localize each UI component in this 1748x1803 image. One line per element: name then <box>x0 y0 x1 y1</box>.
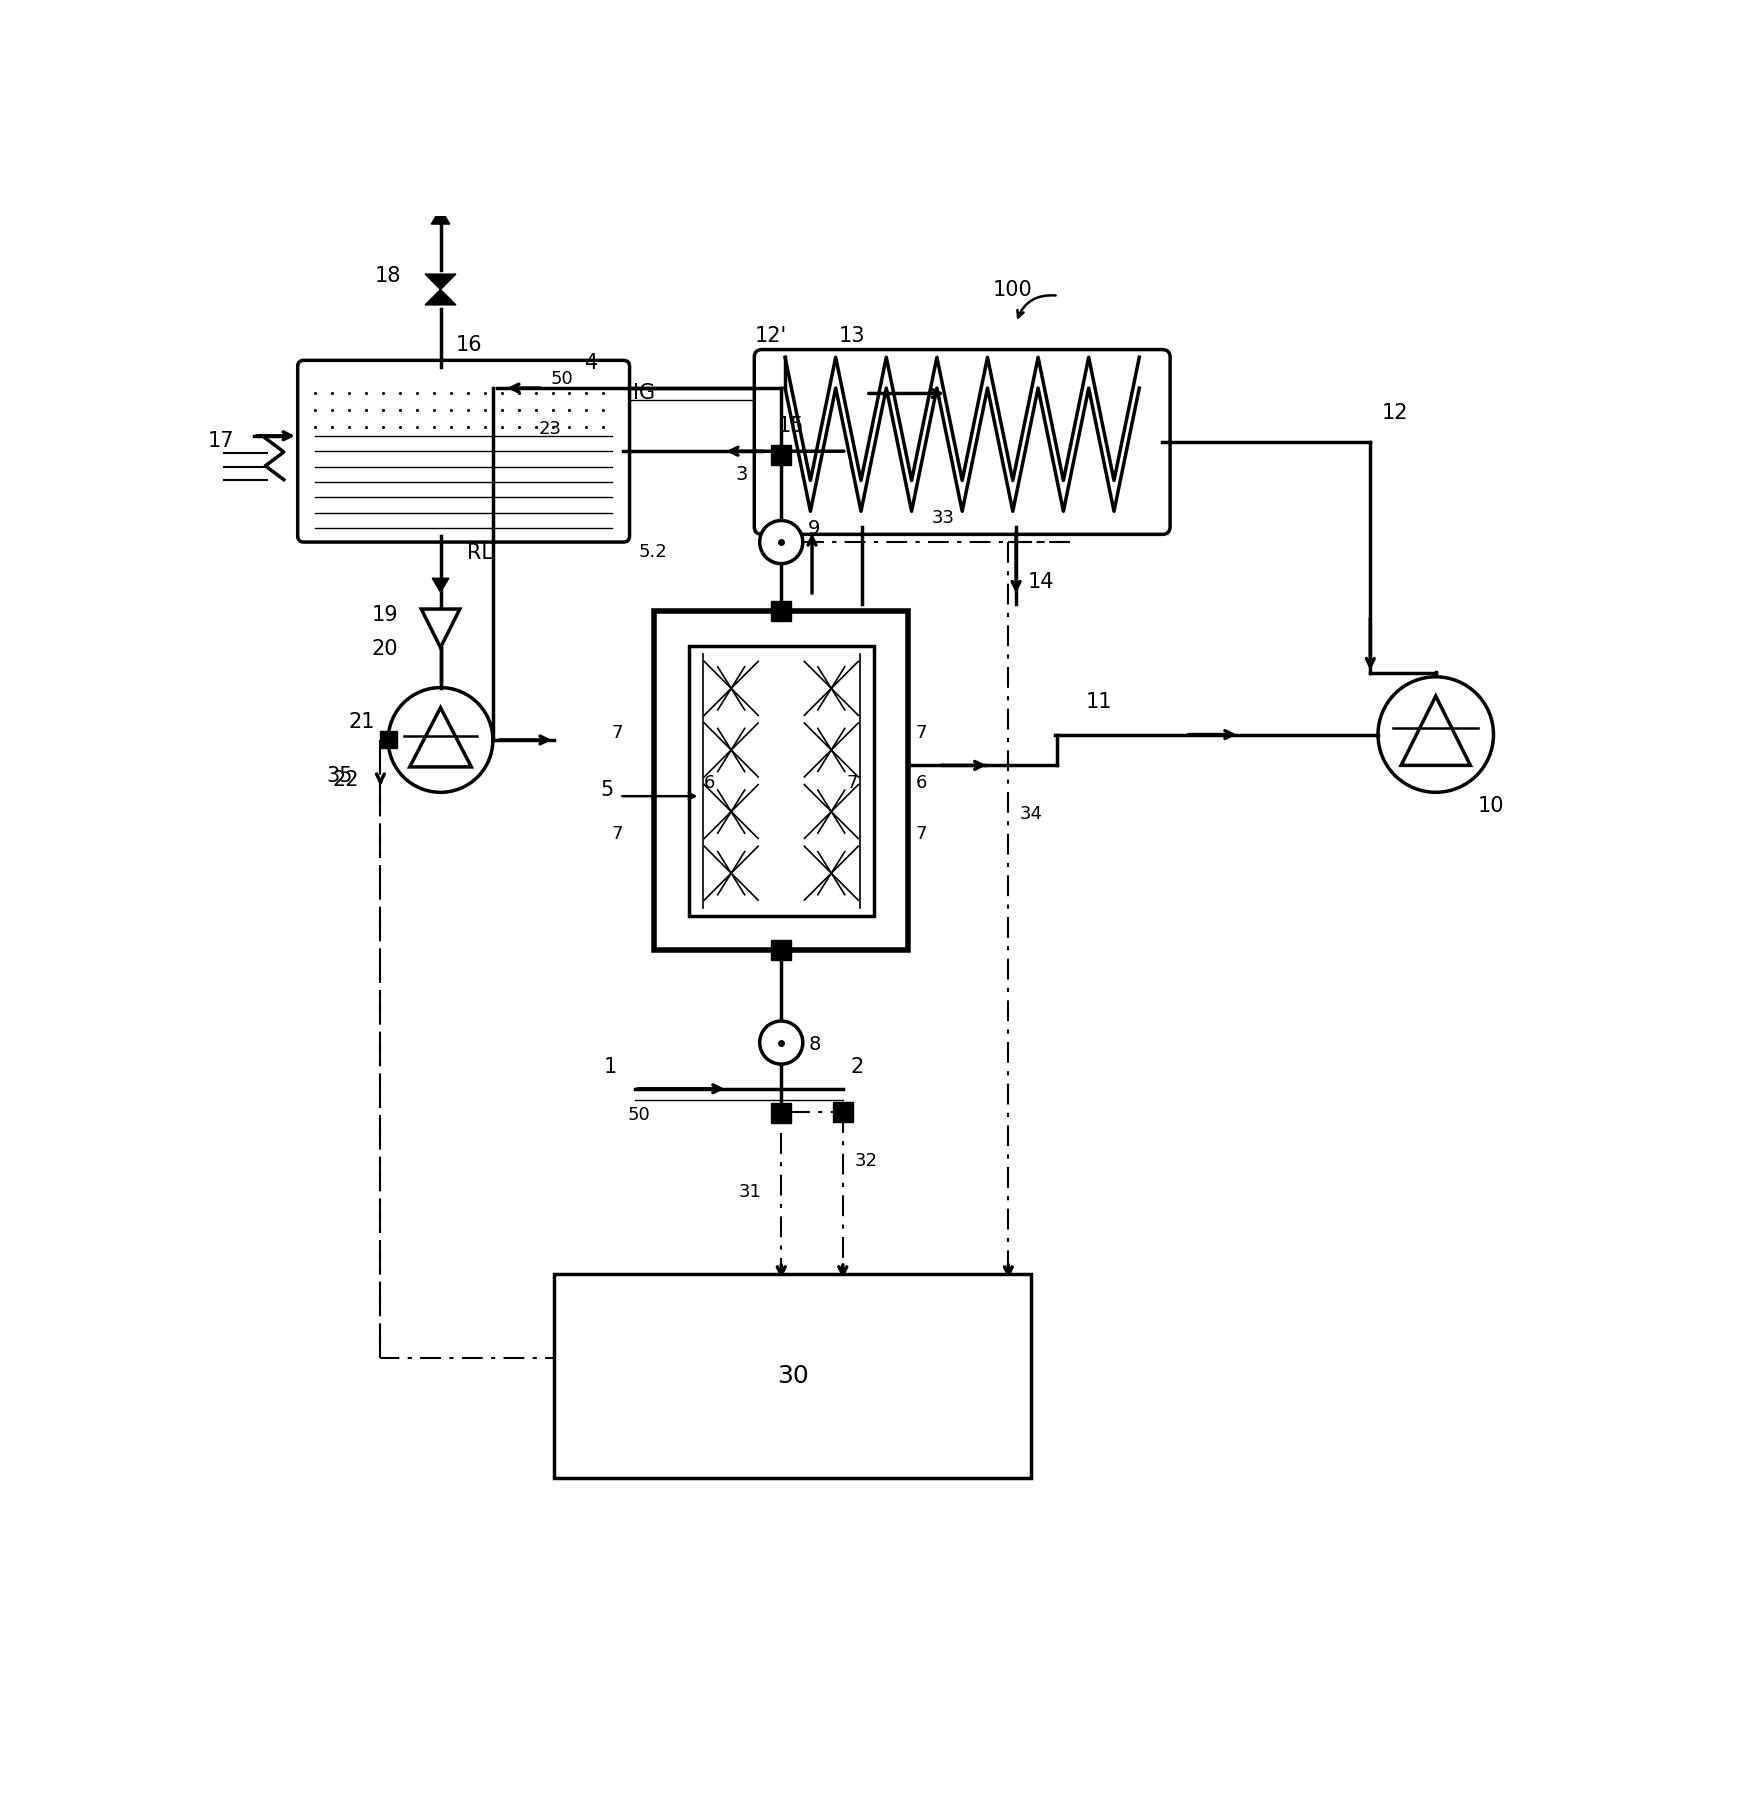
Text: 18: 18 <box>374 265 402 287</box>
Text: 35: 35 <box>327 766 353 786</box>
Text: 20: 20 <box>371 640 397 660</box>
Text: 7: 7 <box>612 725 622 743</box>
Text: 16: 16 <box>456 335 482 355</box>
Text: 12: 12 <box>1381 402 1407 424</box>
Polygon shape <box>425 290 456 305</box>
Circle shape <box>759 1020 802 1064</box>
Text: 3: 3 <box>734 465 746 485</box>
Text: 6: 6 <box>704 775 715 793</box>
Text: 15: 15 <box>776 416 804 436</box>
Bar <box>554 1273 1031 1478</box>
Circle shape <box>759 521 802 564</box>
FancyBboxPatch shape <box>753 350 1169 534</box>
Text: 9: 9 <box>808 519 820 539</box>
Text: RL: RL <box>467 543 493 563</box>
Text: 19: 19 <box>371 604 397 624</box>
Bar <box>654 611 907 950</box>
Text: 32: 32 <box>855 1152 877 1170</box>
Text: 14: 14 <box>1028 572 1054 591</box>
Text: 100: 100 <box>993 279 1031 299</box>
Polygon shape <box>425 274 456 290</box>
Bar <box>689 645 874 916</box>
Text: 5: 5 <box>600 781 614 801</box>
Text: 50: 50 <box>628 1105 650 1123</box>
Polygon shape <box>409 707 470 766</box>
Text: 33: 33 <box>932 508 954 526</box>
Text: 12': 12' <box>753 326 787 346</box>
Text: 8: 8 <box>808 1035 820 1055</box>
Circle shape <box>388 687 493 792</box>
Text: 7: 7 <box>916 725 926 743</box>
Text: 13: 13 <box>839 326 865 346</box>
Text: 4: 4 <box>586 353 598 373</box>
Bar <box>771 1103 790 1123</box>
Text: 7: 7 <box>612 824 622 842</box>
Polygon shape <box>432 579 449 591</box>
Text: 6: 6 <box>916 775 926 793</box>
Text: 22: 22 <box>332 770 358 790</box>
Bar <box>832 1102 853 1121</box>
Text: 34: 34 <box>1019 806 1042 824</box>
Text: 31: 31 <box>738 1183 762 1201</box>
FancyBboxPatch shape <box>297 361 629 543</box>
Bar <box>379 732 397 748</box>
Text: 30: 30 <box>776 1365 808 1388</box>
Text: 21: 21 <box>348 712 374 732</box>
Text: 17: 17 <box>208 431 234 451</box>
Bar <box>771 939 790 961</box>
Text: 50: 50 <box>551 370 573 388</box>
Circle shape <box>1377 676 1493 792</box>
Text: 10: 10 <box>1477 795 1503 815</box>
Bar <box>771 445 790 465</box>
Text: 1: 1 <box>603 1057 617 1078</box>
Polygon shape <box>432 209 449 224</box>
Text: 5.2: 5.2 <box>638 543 668 561</box>
Text: IG: IG <box>633 384 654 404</box>
Bar <box>771 602 790 622</box>
Polygon shape <box>1400 696 1470 764</box>
Text: 7: 7 <box>916 824 926 842</box>
Text: 7: 7 <box>846 775 858 793</box>
Polygon shape <box>421 609 460 647</box>
Text: 2: 2 <box>850 1057 864 1078</box>
Text: 11: 11 <box>1086 692 1112 712</box>
Text: 23: 23 <box>538 420 561 438</box>
